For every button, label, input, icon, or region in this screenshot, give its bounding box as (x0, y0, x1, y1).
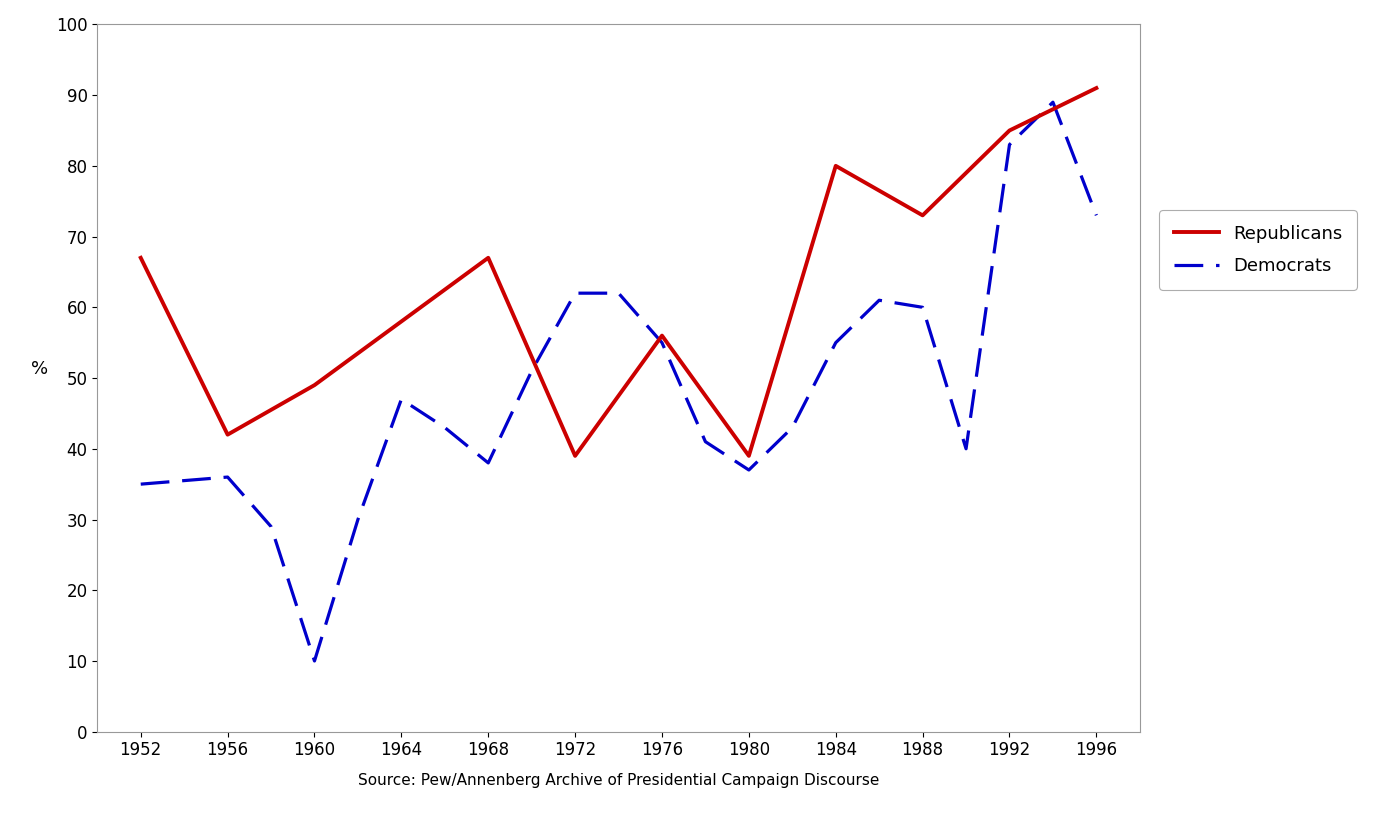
Democrats (827, 338, 844, 348)
Democrats (436, 423, 453, 433)
Democrats (480, 458, 496, 467)
Democrats (1045, 98, 1062, 107)
Democrats (263, 522, 279, 532)
Democrats (524, 366, 541, 376)
Republicans (741, 451, 758, 461)
Democrats (872, 295, 888, 305)
Line: Democrats: Democrats (140, 102, 1097, 661)
Y-axis label: %: % (31, 360, 47, 378)
Democrats (132, 479, 149, 489)
Republicans (306, 380, 322, 390)
X-axis label: Source: Pew/Annenberg Archive of Presidential Campaign Discourse: Source: Pew/Annenberg Archive of Preside… (357, 773, 880, 789)
Republicans (827, 161, 844, 171)
Republicans (1001, 125, 1017, 135)
Democrats (567, 289, 584, 298)
Democrats (653, 338, 670, 348)
Democrats (915, 302, 931, 312)
Republicans (653, 331, 670, 341)
Democrats (393, 394, 410, 404)
Republicans (567, 451, 584, 461)
Republicans (1088, 83, 1105, 93)
Democrats (1001, 140, 1017, 150)
Republicans (220, 430, 236, 440)
Democrats (958, 444, 974, 454)
Democrats (741, 465, 758, 475)
Democrats (350, 515, 367, 524)
Democrats (784, 423, 801, 433)
Democrats (698, 437, 714, 446)
Democrats (306, 656, 322, 666)
Line: Republicans: Republicans (140, 88, 1097, 456)
Legend: Republicans, Democrats: Republicans, Democrats (1159, 211, 1357, 289)
Republicans (915, 211, 931, 220)
Republicans (132, 253, 149, 263)
Democrats (220, 472, 236, 482)
Democrats (610, 289, 627, 298)
Republicans (480, 253, 496, 263)
Democrats (1088, 211, 1105, 220)
